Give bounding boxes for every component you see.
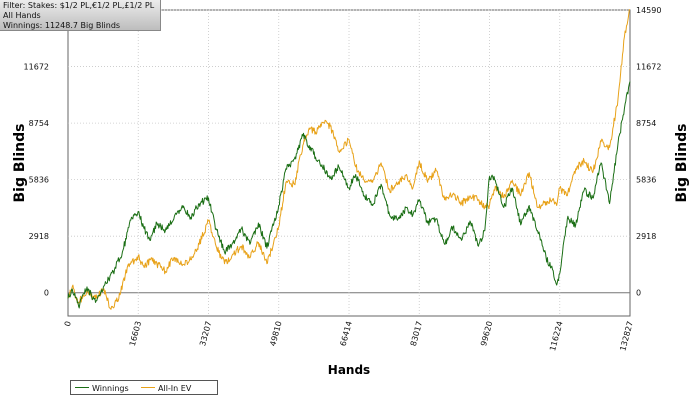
- legend-item-all-in-ev: All-In EV: [141, 384, 191, 393]
- y-axis-label-right: Big Blinds: [674, 124, 690, 203]
- y-tick-label-right: 11672: [636, 63, 661, 72]
- y-tick-label-right: 2918: [636, 232, 656, 241]
- y-tick-label-left: 8754: [29, 119, 49, 128]
- y-tick-label-right: 0: [636, 289, 641, 298]
- y-tick-label-left: 11672: [24, 63, 49, 72]
- grid-lines: [68, 9, 630, 316]
- series-lines: [67, 9, 631, 310]
- filter-winnings-text: Winnings: 11248.7 Big Blinds: [3, 21, 121, 30]
- legend-item-winnings: Winnings: [75, 384, 129, 393]
- x-tick-label: 116224: [548, 320, 565, 352]
- filter-stakes-text: Filter: Stakes: $1/2 PL,€1/2 PL,£1/2 PL: [3, 1, 155, 10]
- legend-swatch-winnings: [75, 387, 89, 388]
- x-axis-label: Hands: [328, 363, 370, 377]
- series-line-all-in-ev: [67, 9, 630, 310]
- x-tick-label: 132827: [618, 320, 635, 352]
- x-tick-label: 99620: [479, 320, 494, 347]
- y-tick-label-right: 5836: [636, 176, 656, 185]
- filter-info-box: Filter: Stakes: $1/2 PL,€1/2 PL,£1/2 PL …: [0, 0, 161, 31]
- y-tick-label-left: 5836: [29, 176, 49, 185]
- series-line-winnings: [67, 81, 631, 309]
- legend-label-all-in-ev: All-In EV: [158, 384, 192, 393]
- y-tick-label-right: 14590: [636, 6, 661, 15]
- x-tick-label: 49810: [268, 320, 283, 347]
- y-axis-label-left: Big Blinds: [12, 124, 28, 203]
- filter-hands-text: All Hands: [3, 11, 41, 20]
- x-tick-label: 83017: [409, 320, 424, 347]
- x-tick-label: 0: [63, 320, 73, 327]
- legend-label-winnings: Winnings: [92, 384, 129, 393]
- y-tick-label-left: 2918: [29, 232, 49, 241]
- x-tick-label: 33207: [198, 320, 213, 347]
- legend-swatch-all-in-ev: [141, 387, 155, 388]
- y-tick-label-right: 8754: [636, 119, 656, 128]
- x-tick-label: 66414: [339, 320, 354, 347]
- y-tick-label-left: 0: [44, 289, 49, 298]
- legend: Winnings All-In EV: [70, 380, 218, 395]
- x-tick-label: 16603: [128, 320, 143, 347]
